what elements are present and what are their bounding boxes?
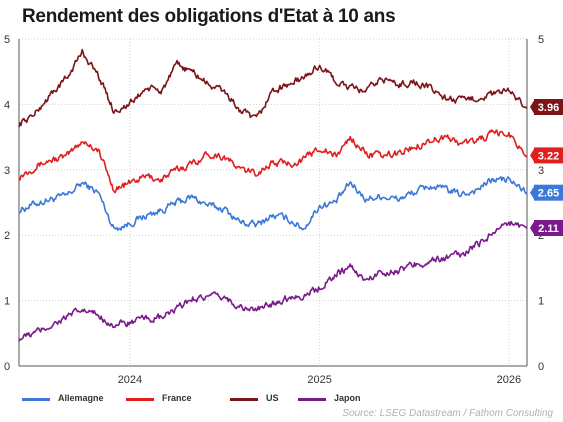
y-tick-label-right-5: 5 <box>538 34 544 46</box>
chart-title: Rendement des obligations d'Etat à 10 an… <box>22 6 396 27</box>
x-tick-label-0: 2024 <box>118 374 142 386</box>
end-badge-pointer-france <box>530 147 535 164</box>
y-tick-label-right-1: 1 <box>538 296 544 308</box>
y-tick-label-left-4: 4 <box>4 99 10 111</box>
series-line-france <box>18 129 528 194</box>
end-value-label-france: 3.22 <box>538 150 559 162</box>
y-tick-label-right-3: 3 <box>538 165 544 177</box>
end-value-label-us: 3.96 <box>538 102 559 114</box>
y-tick-label-left-0: 0 <box>4 361 10 373</box>
series-line-us <box>18 48 528 128</box>
end-badge-japon <box>534 220 563 237</box>
legend-swatch-us <box>230 398 258 401</box>
y-tick-label-left-1: 1 <box>4 296 10 308</box>
x-tick-label-1: 2025 <box>307 374 331 386</box>
end-badge-us <box>534 99 563 116</box>
end-badge-pointer-allemagne <box>530 184 535 201</box>
legend-label-france: France <box>162 393 192 403</box>
end-value-label-japon: 2.11 <box>538 223 559 235</box>
legend-label-us: US <box>266 393 279 403</box>
y-tick-label-right-0: 0 <box>538 361 544 373</box>
legend-label-japon: Japon <box>334 393 361 403</box>
legend-label-allemagne: Allemagne <box>58 393 104 403</box>
series-line-allemagne <box>18 176 528 231</box>
y-tick-label-left-5: 5 <box>4 34 10 46</box>
source-note: Source: LSEG Datastream / Fathom Consult… <box>342 408 553 419</box>
end-badge-pointer-japon <box>530 220 535 237</box>
end-badge-pointer-us <box>530 99 535 116</box>
end-badge-allemagne <box>534 184 563 201</box>
end-value-label-allemagne: 2.65 <box>538 188 559 200</box>
legend-swatch-france <box>126 398 154 401</box>
y-tick-label-right-2: 2 <box>538 230 544 242</box>
y-tick-label-left-3: 3 <box>4 165 10 177</box>
legend-swatch-japon <box>298 398 326 401</box>
legend-swatch-allemagne <box>22 398 50 401</box>
y-tick-label-left-2: 2 <box>4 230 10 242</box>
end-badge-france <box>534 147 563 164</box>
x-tick-label-2: 2026 <box>497 374 521 386</box>
series-line-japon <box>18 220 528 342</box>
